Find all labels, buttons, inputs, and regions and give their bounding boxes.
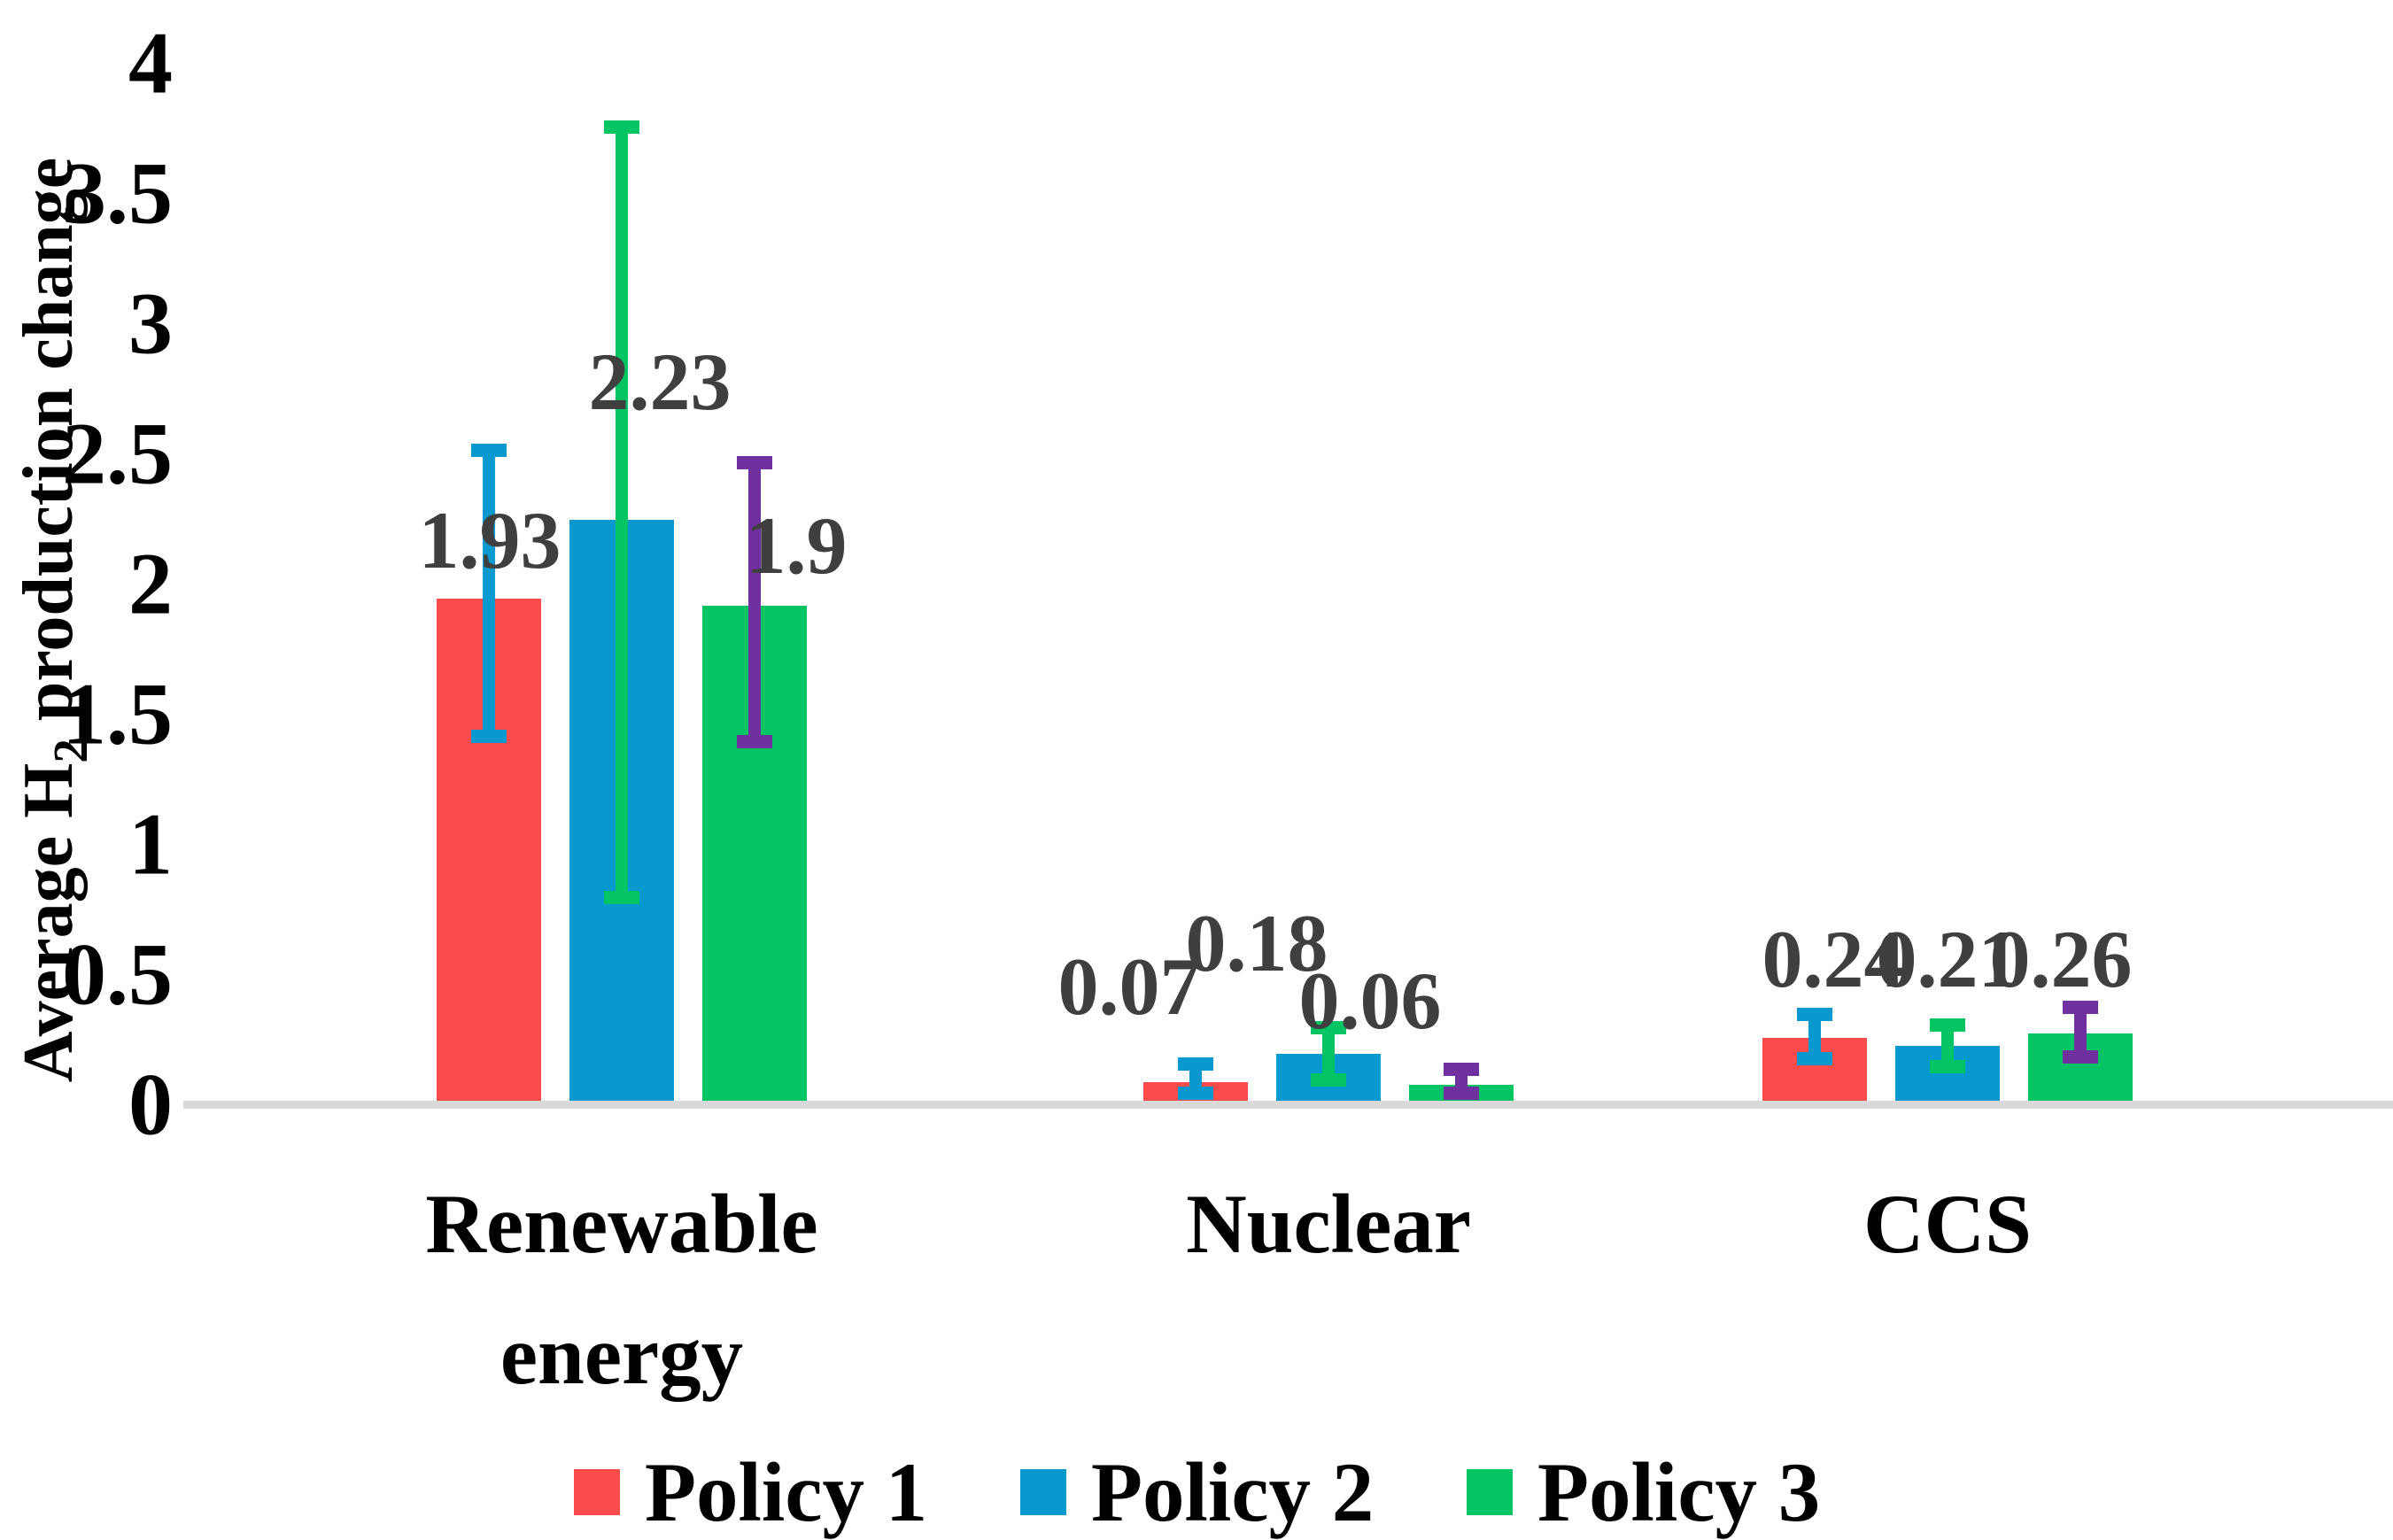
- legend-item: Policy 3: [1467, 1443, 1820, 1540]
- error-bar-line: [1189, 1064, 1202, 1094]
- error-bar-line: [748, 462, 761, 742]
- y-tick-label: 0: [128, 1055, 173, 1154]
- error-bar-line: [1322, 1027, 1335, 1080]
- y-tick-label: 1: [128, 794, 173, 894]
- error-bar-line: [483, 450, 495, 737]
- error-bar-cap-bottom: [1797, 1052, 1832, 1066]
- error-bar-line: [1808, 1014, 1821, 1059]
- y-tick-label: 3: [128, 274, 173, 373]
- error-bar-cap-top: [604, 120, 639, 134]
- y-tick-label: 3.5: [62, 143, 173, 243]
- legend-item: Policy 2: [1020, 1443, 1374, 1540]
- error-bar-cap-top: [471, 443, 507, 457]
- legend-swatch: [1467, 1469, 1513, 1515]
- x-axis-line: [183, 1101, 2393, 1109]
- legend-label: Policy 2: [1091, 1445, 1375, 1539]
- category-label: Nuclear: [1186, 1177, 1471, 1271]
- error-bar-cap-top: [1797, 1008, 1832, 1022]
- data-label: 0.06: [1298, 956, 1442, 1046]
- data-label: 1.9: [745, 500, 848, 591]
- y-tick-label: 0.5: [62, 925, 173, 1024]
- legend-label: Policy 1: [645, 1445, 928, 1539]
- data-label: 0.24: [1762, 914, 1905, 1004]
- legend-item: Policy 1: [574, 1443, 927, 1540]
- error-bar-cap-top: [1311, 1021, 1346, 1035]
- data-label: 0.26: [1989, 914, 2133, 1004]
- data-label: 0.21: [1876, 914, 2019, 1004]
- data-label: 0.07: [1057, 941, 1201, 1032]
- error-bar-cap-bottom: [1178, 1086, 1213, 1100]
- error-bar-cap-top: [737, 456, 772, 470]
- y-tick-label: 4: [128, 13, 173, 112]
- data-label: 2.23: [588, 337, 732, 427]
- error-bar-cap-top: [1178, 1057, 1213, 1072]
- y-tick-label: 1.5: [62, 664, 173, 763]
- error-bar-cap-top: [1930, 1018, 1965, 1033]
- error-bar-cap-bottom: [737, 734, 772, 748]
- y-tick-label: 2.5: [62, 404, 173, 503]
- error-bar-line: [2074, 1007, 2087, 1057]
- category-label: CCS: [1863, 1177, 2033, 1271]
- error-bar-cap-top: [1444, 1063, 1479, 1077]
- error-bar-cap-bottom: [471, 729, 507, 743]
- legend-swatch: [1020, 1469, 1066, 1515]
- error-bar-cap-bottom: [604, 891, 639, 905]
- error-bar-cap-top: [2063, 1000, 2098, 1014]
- error-bar-cap-bottom: [1311, 1072, 1346, 1087]
- legend-label: Policy 3: [1537, 1445, 1821, 1539]
- error-bar-line: [1941, 1025, 1954, 1067]
- data-label: 0.18: [1185, 898, 1328, 988]
- y-tick-label: 2: [128, 534, 173, 633]
- legend-swatch: [574, 1469, 620, 1515]
- error-bar-line: [616, 127, 628, 898]
- error-bar-cap-bottom: [1930, 1060, 1965, 1074]
- category-label: Renewable energy: [425, 1177, 818, 1402]
- error-bar-cap-bottom: [1444, 1086, 1479, 1100]
- error-bar-cap-bottom: [2063, 1049, 2098, 1064]
- data-label: 1.93: [418, 495, 561, 585]
